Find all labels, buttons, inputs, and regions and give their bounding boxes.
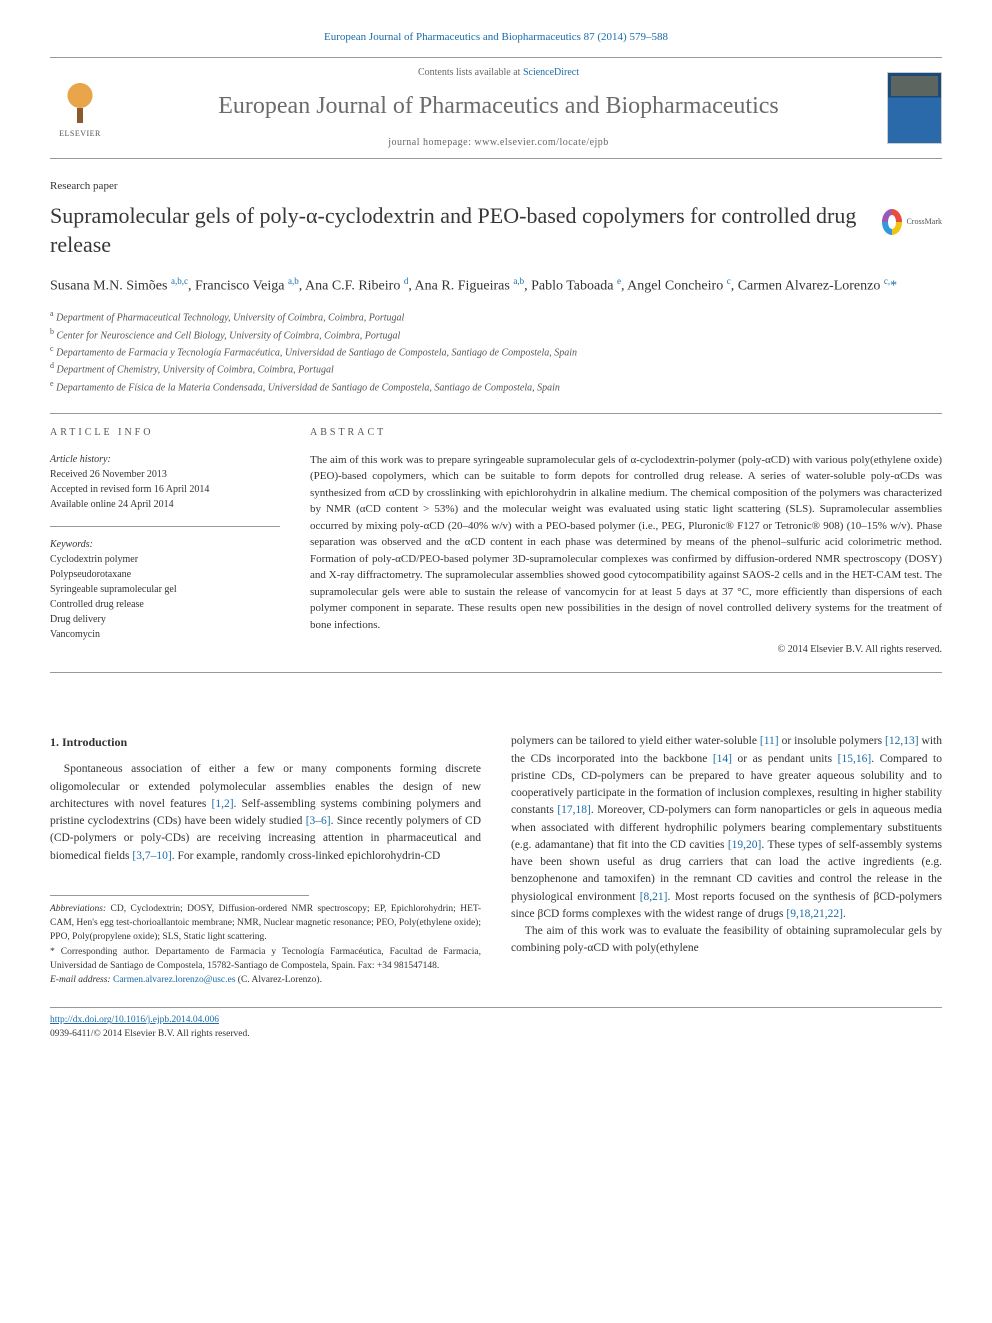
divider [50, 413, 942, 414]
abbreviations-footnote: Abbreviations: CD, Cyclodextrin; DOSY, D… [50, 902, 481, 945]
affiliation-item: d Department of Chemistry, University of… [50, 360, 942, 377]
reference-link[interactable]: [17,18] [557, 804, 591, 816]
footnote-divider [50, 895, 309, 896]
elsevier-logo: ELSEVIER [50, 73, 110, 143]
corresponding-author-footnote: * Corresponding author. Departamento de … [50, 945, 481, 974]
keyword-item: Vancomycin [50, 627, 280, 642]
bottom-bar: http://dx.doi.org/10.1016/j.ejpb.2014.04… [50, 1007, 942, 1041]
issn-copyright: 0939-6411/© 2014 Elsevier B.V. All right… [50, 1028, 942, 1041]
abbrev-label: Abbreviations: [50, 904, 106, 914]
keyword-item: Cyclodextrin polymer [50, 552, 280, 567]
title-text: Supramolecular gels of poly-α-cyclodextr… [50, 203, 856, 257]
authors-list: Susana M.N. Simões a,b,c, Francisco Veig… [50, 275, 942, 297]
abbrev-text: CD, Cyclodextrin; DOSY, Diffusion-ordere… [50, 904, 481, 943]
intro-para-right-2: The aim of this work was to evaluate the… [511, 923, 942, 958]
contents-available-line: Contents lists available at ScienceDirec… [125, 66, 872, 80]
reference-link[interactable]: [19,20] [728, 839, 762, 851]
citation-line: European Journal of Pharmaceutics and Bi… [50, 30, 942, 45]
journal-header: ELSEVIER Contents lists available at Sci… [50, 57, 942, 159]
crossmark-icon [882, 209, 902, 235]
abstract-column: ABSTRACT The aim of this work was to pre… [310, 426, 942, 658]
abstract-text: The aim of this work was to prepare syri… [310, 452, 942, 634]
article-info-column: ARTICLE INFO Article history: Received 2… [50, 426, 280, 658]
accepted-date: Accepted in revised form 16 April 2014 [50, 482, 280, 497]
abstract-copyright: © 2014 Elsevier B.V. All rights reserved… [310, 643, 942, 657]
homepage-prefix: journal homepage: [388, 137, 474, 148]
reference-link[interactable]: [1,2] [212, 798, 234, 810]
elsevier-tree-icon [55, 78, 105, 128]
email-footnote: E-mail address: Carmen.alvarez.lorenzo@u… [50, 973, 481, 987]
article-history: Article history: Received 26 November 20… [50, 452, 280, 512]
keywords-label: Keywords: [50, 537, 280, 552]
journal-cover-thumbnail [887, 72, 942, 144]
reference-link[interactable]: [3,7–10] [132, 850, 171, 862]
body-columns: 1. Introduction Spontaneous association … [50, 733, 942, 987]
keyword-item: Polypseudorotaxane [50, 567, 280, 582]
affiliation-item: b Center for Neuroscience and Cell Biolo… [50, 326, 942, 343]
journal-title: European Journal of Pharmaceutics and Bi… [125, 90, 872, 124]
reference-link[interactable]: [12,13] [885, 735, 919, 747]
reference-link[interactable]: [9,18,21,22] [786, 908, 843, 920]
email-link[interactable]: Carmen.alvarez.lorenzo@usc.es [113, 975, 235, 985]
reference-link[interactable]: [3–6] [306, 815, 331, 827]
crossmark-badge[interactable]: CrossMark [882, 207, 942, 237]
footnotes-block: Abbreviations: CD, Cyclodextrin; DOSY, D… [50, 902, 481, 988]
left-column: 1. Introduction Spontaneous association … [50, 733, 481, 987]
homepage-line: journal homepage: www.elsevier.com/locat… [125, 136, 872, 150]
divider [50, 672, 942, 673]
affiliations-list: a Department of Pharmaceutical Technolog… [50, 308, 942, 395]
keyword-item: Controlled drug release [50, 597, 280, 612]
keywords-block: Keywords: Cyclodextrin polymerPolypseudo… [50, 537, 280, 642]
header-center: Contents lists available at ScienceDirec… [110, 66, 887, 150]
corr-label: * Corresponding author. [50, 947, 155, 957]
sciencedirect-link[interactable]: ScienceDirect [523, 67, 579, 78]
contents-prefix: Contents lists available at [418, 67, 523, 78]
intro-para-right-1: polymers can be tailored to yield either… [511, 733, 942, 923]
reference-link[interactable]: [8,21] [640, 891, 668, 903]
received-date: Received 26 November 2013 [50, 467, 280, 482]
right-column: polymers can be tailored to yield either… [511, 733, 942, 987]
article-info-label: ARTICLE INFO [50, 426, 280, 440]
reference-link[interactable]: [11] [760, 735, 779, 747]
section-heading-intro: 1. Introduction [50, 733, 481, 751]
info-divider [50, 526, 280, 527]
reference-link[interactable]: [14] [713, 753, 732, 765]
keyword-item: Drug delivery [50, 612, 280, 627]
abstract-label: ABSTRACT [310, 426, 942, 440]
email-label: E-mail address: [50, 975, 113, 985]
online-date: Available online 24 April 2014 [50, 497, 280, 512]
affiliation-item: e Departamento de Física de la Materia C… [50, 378, 942, 395]
homepage-url[interactable]: www.elsevier.com/locate/ejpb [474, 137, 608, 148]
reference-link[interactable]: [15,16] [838, 753, 872, 765]
elsevier-label: ELSEVIER [59, 128, 101, 139]
affiliation-item: a Department of Pharmaceutical Technolog… [50, 308, 942, 325]
intro-para-left: Spontaneous association of either a few … [50, 761, 481, 865]
info-abstract-row: ARTICLE INFO Article history: Received 2… [50, 426, 942, 658]
affiliation-item: c Departamento de Farmacia y Tecnología … [50, 343, 942, 360]
paper-type: Research paper [50, 179, 942, 194]
keyword-item: Syringeable supramolecular gel [50, 582, 280, 597]
doi-link[interactable]: http://dx.doi.org/10.1016/j.ejpb.2014.04… [50, 1015, 219, 1025]
paper-title: Supramolecular gels of poly-α-cyclodextr… [50, 202, 942, 259]
history-label: Article history: [50, 452, 280, 467]
crossmark-label: CrossMark [906, 217, 942, 227]
email-suffix: (C. Alvarez-Lorenzo). [235, 975, 322, 985]
